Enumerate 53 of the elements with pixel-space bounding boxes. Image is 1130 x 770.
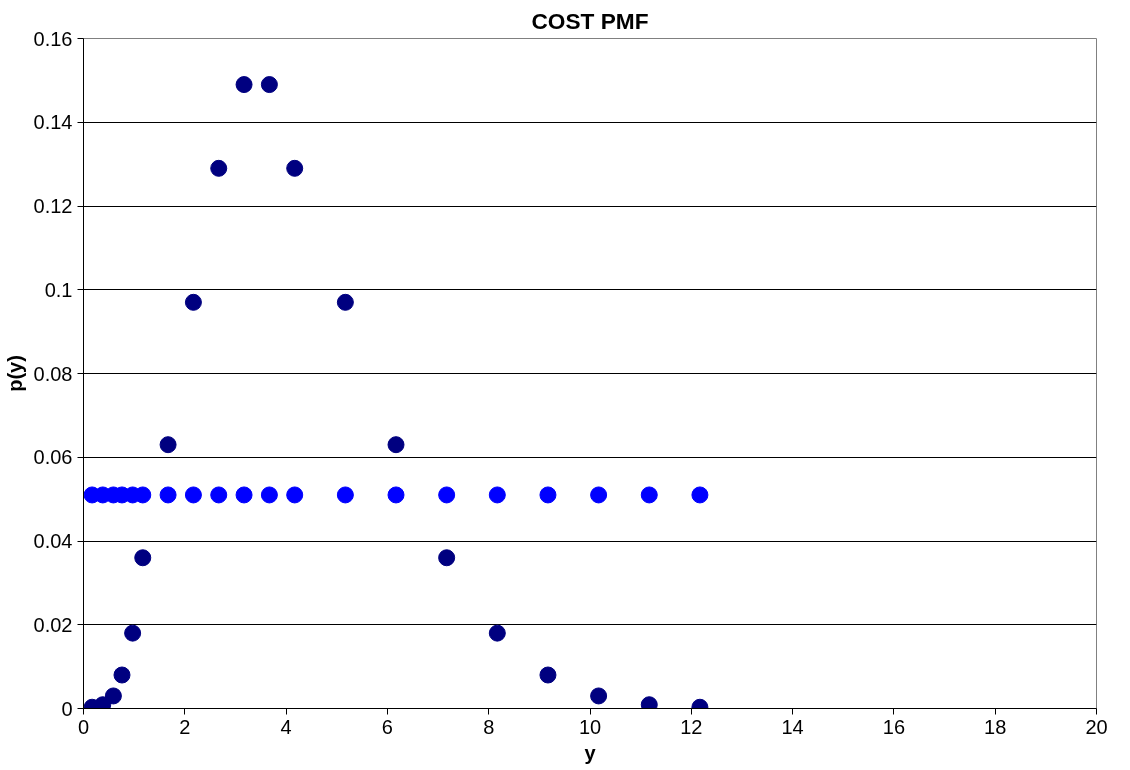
- x-tick-label: 2: [179, 715, 191, 738]
- point: [184, 293, 202, 311]
- x-tick-label: 0: [77, 715, 90, 738]
- point: [159, 436, 177, 454]
- x-tick-label: 20: [1085, 715, 1108, 738]
- point: [539, 666, 557, 684]
- point: [336, 486, 354, 504]
- point: [387, 486, 405, 504]
- point: [539, 486, 557, 504]
- point: [590, 486, 608, 504]
- x-axis-title: y: [584, 741, 597, 764]
- x-tick-label: 14: [781, 715, 804, 738]
- y-axis-title: p(y): [3, 355, 26, 392]
- x-tick-label: 6: [381, 715, 393, 738]
- x-tick-label: 4: [280, 715, 292, 738]
- point: [438, 549, 456, 567]
- point: [590, 687, 608, 705]
- point: [488, 486, 506, 504]
- point: [286, 486, 304, 504]
- y-tick-label: 0.12: [33, 195, 73, 217]
- point: [640, 486, 658, 504]
- point: [260, 76, 278, 94]
- point: [336, 293, 354, 311]
- point: [488, 624, 506, 642]
- point: [210, 159, 228, 177]
- y-tick-label: 0.06: [33, 446, 73, 469]
- point: [260, 486, 278, 504]
- point: [184, 486, 202, 504]
- x-tick-label: 8: [483, 715, 495, 738]
- y-tick-label: 0.14: [33, 111, 73, 134]
- y-tick-label: 0.08: [33, 362, 73, 385]
- point: [134, 549, 152, 567]
- x-tick-label: 16: [882, 715, 906, 738]
- point: [104, 687, 122, 705]
- point: [124, 624, 142, 642]
- point: [286, 159, 304, 177]
- point: [387, 436, 405, 454]
- point: [691, 486, 709, 504]
- x-tick-label: 10: [578, 715, 602, 738]
- x-tick-label: 12: [680, 715, 703, 738]
- point: [235, 486, 253, 504]
- x-tick-label: 18: [984, 715, 1007, 738]
- chart-title: COST PMF: [531, 7, 649, 34]
- point: [438, 486, 456, 504]
- y-tick-label: 0.16: [33, 27, 73, 50]
- y-tick-label: 0.04: [33, 530, 73, 552]
- point: [210, 486, 228, 504]
- point: [235, 76, 253, 94]
- point: [159, 486, 177, 504]
- y-tick-label: 0: [61, 697, 73, 720]
- y-tick-label: 0.02: [33, 613, 73, 636]
- y-tick-label: 0.1: [44, 278, 73, 301]
- point: [113, 666, 131, 684]
